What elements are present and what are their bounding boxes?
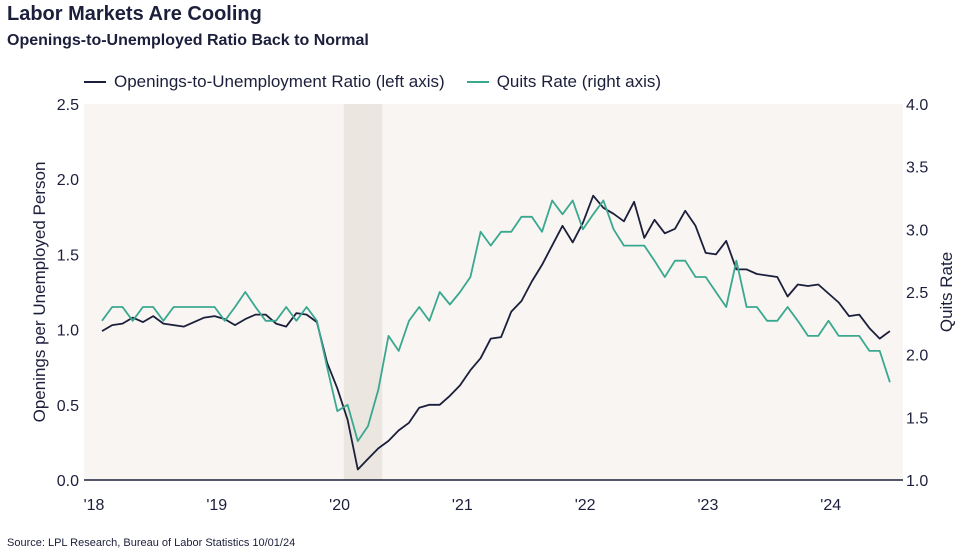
x-tick-label: '24: [820, 497, 841, 514]
right-tick-label: 1.0: [906, 473, 928, 490]
series-line-ratio: [101, 194, 891, 471]
chart-title: Labor Markets Are Cooling: [7, 3, 262, 25]
x-tick-label: '18: [84, 497, 105, 514]
x-tick-label: '20: [329, 497, 350, 514]
legend-swatch-ratio: [84, 81, 106, 83]
x-tick-label: '19: [206, 497, 227, 514]
left-tick-label: 2.0: [57, 172, 79, 189]
x-tick-label: '23: [698, 497, 719, 514]
left-axis: 0.0 0.5 1.0 1.5 2.0 2.5: [57, 97, 79, 490]
right-tick-label: 2.5: [906, 285, 928, 302]
left-tick-label: 1.5: [57, 247, 79, 264]
left-tick-label: 0.5: [57, 398, 79, 415]
right-axis: 1.0 1.5 2.0 2.5 3.0 3.5 4.0: [906, 97, 928, 490]
legend-label-quits: Quits Rate (right axis): [496, 72, 662, 91]
right-tick-label: 3.5: [906, 160, 928, 177]
left-tick-label: 2.5: [57, 97, 79, 114]
right-axis-title: Quits Rate: [937, 252, 956, 332]
chart-subtitle: Openings-to-Unemployed Ratio Back to Nor…: [7, 32, 369, 49]
legend-label-ratio: Openings-to-Unemployment Ratio (left axi…: [114, 72, 445, 91]
left-axis-title: Openings per Unemployed Person: [30, 162, 49, 423]
source-note: Source: LPL Research, Bureau of Labor St…: [7, 537, 296, 549]
legend-item-ratio: Openings-to-Unemployment Ratio (left axi…: [84, 72, 445, 92]
x-tick-label: '21: [452, 497, 473, 514]
right-tick-label: 2.0: [906, 348, 928, 365]
right-tick-label: 1.5: [906, 410, 928, 427]
legend-swatch-quits: [466, 81, 489, 83]
legend: Openings-to-Unemployment Ratio (left axi…: [84, 72, 683, 92]
right-tick-label: 3.0: [906, 222, 928, 239]
left-tick-label: 1.0: [57, 323, 79, 340]
series-layer: [101, 194, 891, 471]
left-tick-label: 0.0: [57, 473, 79, 490]
series-line-quits: [101, 199, 891, 443]
recession-shading: [343, 104, 383, 480]
right-tick-label: 4.0: [906, 97, 928, 114]
shaded-period: [343, 104, 383, 480]
plot-area: [84, 104, 903, 480]
x-axis: '18 '19 '20 '21 '22 '23 '24: [84, 497, 842, 514]
x-tick-label: '22: [575, 497, 596, 514]
legend-item-quits: Quits Rate (right axis): [466, 72, 662, 92]
